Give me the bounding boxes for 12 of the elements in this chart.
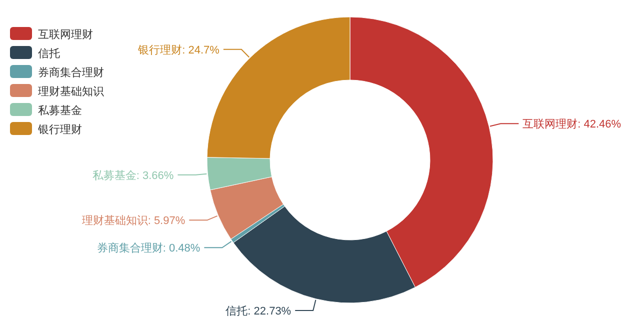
data-label: 信托: 22.73%	[226, 306, 292, 318]
legend-label: 私募基金	[38, 104, 82, 117]
legend-label: 理财基础知识	[38, 85, 104, 98]
legend-label: 券商集合理财	[38, 66, 104, 79]
data-label: 银行理财: 24.7%	[137, 43, 220, 56]
legend-label: 银行理财	[37, 123, 82, 136]
legend-label: 信托	[38, 48, 60, 60]
data-label: 券商集合理财: 0.48%	[96, 242, 200, 255]
data-label: 理财基础知识: 5.97%	[82, 214, 186, 228]
legend-label: 互联网理财	[38, 28, 93, 41]
data-label: 互联网理财: 42.46%	[522, 118, 622, 131]
data-label: 私募基金: 3.66%	[92, 168, 174, 182]
